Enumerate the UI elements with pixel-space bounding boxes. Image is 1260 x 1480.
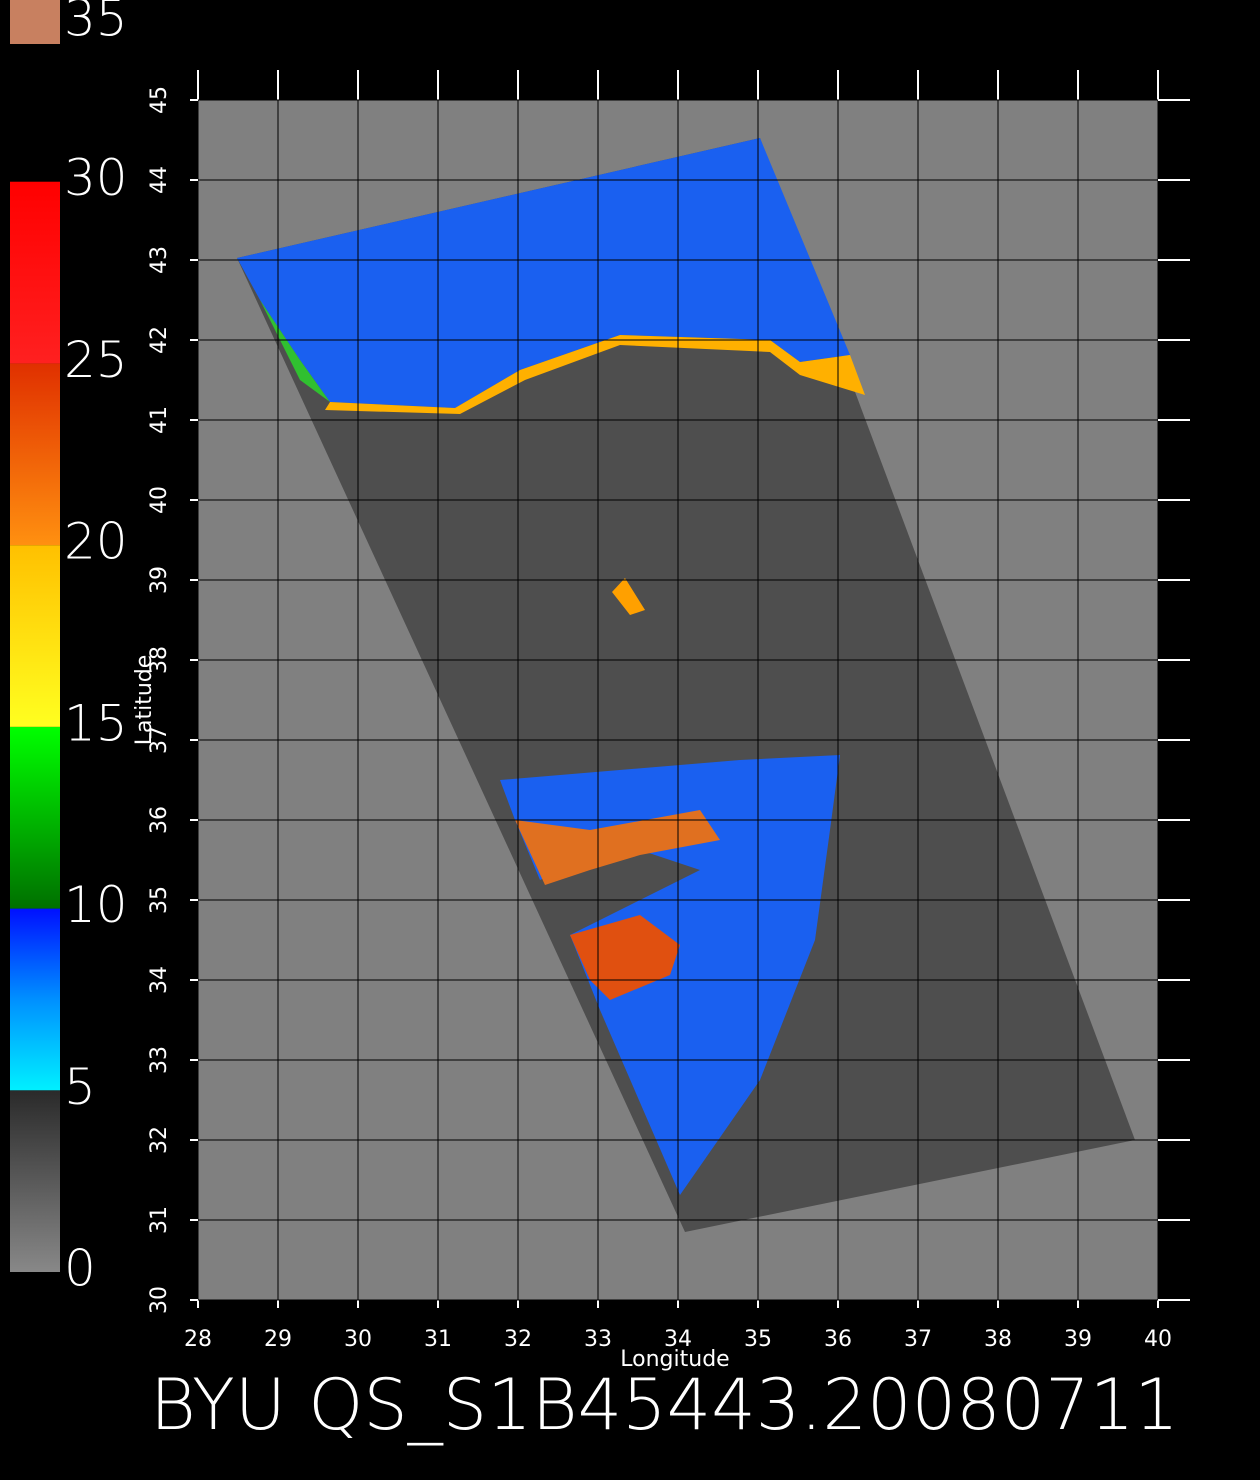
- colorbar-label: 35: [64, 0, 128, 48]
- y-tick-label: 40: [147, 486, 172, 514]
- y-tick-label: 43: [147, 246, 172, 274]
- x-tick-label: 40: [1144, 1327, 1172, 1352]
- x-axis-label: Longitude: [620, 1347, 729, 1372]
- x-tick-label: 39: [1064, 1327, 1092, 1352]
- x-tick-label: 38: [984, 1327, 1012, 1352]
- y-tick-label: 41: [147, 406, 172, 434]
- colorbar-label: 15: [64, 694, 128, 752]
- y-tick-label: 32: [147, 1126, 172, 1154]
- y-tick-label: 33: [147, 1046, 172, 1074]
- colorbar-label: 0: [64, 1240, 96, 1298]
- x-tick-label: 36: [824, 1327, 852, 1352]
- coast-north: [325, 335, 865, 414]
- y-tick-label: 38: [147, 646, 172, 674]
- high-wind-east-straits: [515, 810, 720, 885]
- x-tick-label: 33: [584, 1327, 612, 1352]
- colorbar-segment: [10, 181, 60, 364]
- y-tick-label: 36: [147, 806, 172, 834]
- colorbar-segment: [10, 726, 60, 909]
- colorbar-label: 10: [64, 876, 128, 934]
- colorbar-segment: [10, 545, 60, 727]
- x-tick-label: 30: [344, 1327, 372, 1352]
- colorbar-label: 25: [64, 331, 128, 389]
- x-tick-label: 37: [904, 1327, 932, 1352]
- colorbar-top: [10, 0, 60, 44]
- x-tick-label: 31: [424, 1327, 452, 1352]
- y-tick-label: 31: [147, 1206, 172, 1234]
- y-axis-label: Latitude: [132, 655, 157, 746]
- x-tick-label: 34: [664, 1327, 692, 1352]
- colorbar-segment: [10, 363, 60, 546]
- x-tick-label: 32: [504, 1327, 532, 1352]
- x-tick-label: 29: [264, 1327, 292, 1352]
- island: [612, 578, 645, 615]
- y-tick-label: 30: [147, 1286, 172, 1314]
- y-tick-label: 42: [147, 326, 172, 354]
- y-tick-label: 44: [147, 166, 172, 194]
- y-tick-label: 34: [147, 966, 172, 994]
- y-tick-label: 45: [147, 86, 172, 114]
- y-tick-label: 39: [147, 566, 172, 594]
- title: BYU QS_S1B45443.20080711: [150, 1364, 1179, 1446]
- colorbar-segment: [10, 1090, 60, 1272]
- colorbar-segment: [10, 908, 60, 1091]
- y-tick-label: 35: [147, 886, 172, 914]
- colorbar-label: 30: [64, 149, 128, 207]
- colorbar-label: 20: [64, 513, 128, 571]
- y-tick-label: 37: [147, 726, 172, 754]
- x-tick-label: 35: [744, 1327, 772, 1352]
- colorbar-label: 5: [64, 1058, 96, 1116]
- x-tick-label: 28: [184, 1327, 212, 1352]
